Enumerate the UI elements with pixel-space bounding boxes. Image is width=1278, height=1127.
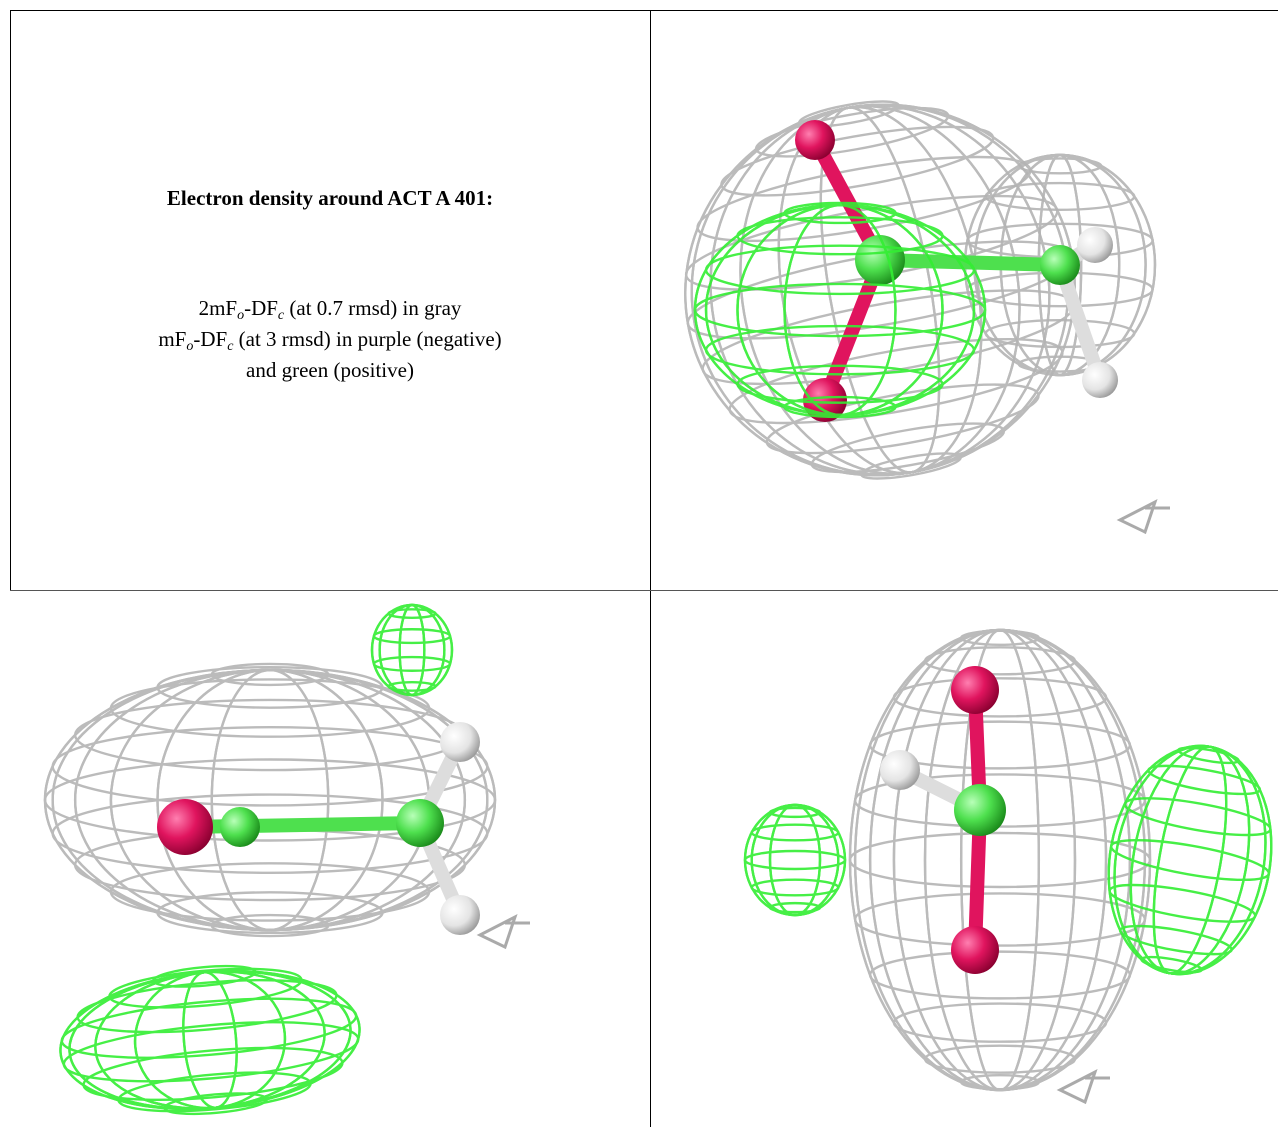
density-mesh: [743, 803, 847, 917]
atom: [440, 722, 480, 762]
mesh-meridian: [783, 203, 897, 417]
density-mesh: [693, 201, 987, 419]
mesh-meridian: [750, 803, 840, 917]
atom: [951, 926, 999, 974]
mesh-meridian: [868, 628, 1132, 1092]
mesh-latitude: [750, 823, 840, 842]
atom: [157, 799, 213, 855]
mesh-latitude: [117, 1071, 312, 1113]
mesh-latitude: [108, 967, 303, 1009]
mesh-meridian: [868, 628, 1132, 1092]
caption-line: mFo-DFc (at 3 rmsd) in purple (negative): [10, 324, 650, 355]
mesh-latitude: [701, 289, 1076, 386]
text-run: mF: [158, 327, 187, 351]
subscript: c: [227, 339, 234, 354]
caption-title: Electron density around ACT A 401:: [166, 186, 494, 210]
atom: [880, 750, 920, 790]
mesh-meridian: [43, 668, 497, 932]
atom: [1077, 227, 1113, 263]
density-mesh: [848, 628, 1152, 1092]
text-run: and green (positive): [246, 358, 414, 382]
bond: [1053, 258, 1107, 387]
atom: [795, 120, 835, 160]
text-run: -DF: [244, 296, 278, 320]
mesh-meridian: [853, 628, 1147, 1092]
panel-borders: [10, 10, 1278, 1127]
mesh-latitude: [372, 655, 452, 672]
mesh-meridian: [923, 628, 1077, 1092]
density-mesh: [59, 964, 361, 1116]
mesh-meridian: [848, 628, 1152, 1092]
atom: [954, 784, 1006, 836]
density-mesh: [1107, 744, 1273, 976]
text-run: 2mF: [198, 296, 238, 320]
atom: [440, 895, 480, 935]
mesh-meridian: [1129, 745, 1251, 975]
caption-line: and green (positive): [10, 355, 650, 386]
axis-glyph: [1056, 1068, 1110, 1105]
atom: [220, 807, 260, 847]
text-run: -DF: [193, 327, 228, 351]
subscript: o: [186, 339, 194, 354]
mesh-latitude: [387, 680, 437, 692]
subscript: o: [237, 308, 245, 323]
axis-glyph: [476, 913, 530, 950]
caption-panel: Electron density around ACT A 401: 2mFo-…: [10, 10, 650, 590]
density-mesh: [684, 100, 1076, 480]
axis-glyph: [1116, 498, 1170, 535]
mesh-meridian: [1170, 747, 1210, 974]
text-run: (at 0.7 rmsd) in gray: [284, 296, 462, 320]
mesh-meridian: [370, 603, 454, 697]
mesh-meridian: [853, 628, 1147, 1092]
mesh-meridian: [182, 971, 238, 1109]
atom: [855, 235, 905, 285]
atom: [951, 666, 999, 714]
mesh-meridian: [1129, 745, 1251, 975]
atom: [396, 799, 444, 847]
mesh-meridian: [768, 803, 822, 917]
mesh-meridian: [743, 803, 847, 917]
caption-line: 2mFo-DFc (at 0.7 rmsd) in gray: [10, 293, 650, 324]
density-mesh: [43, 662, 497, 938]
mesh-latitude: [743, 849, 847, 871]
mesh-meridian: [210, 668, 330, 932]
text-run: (at 3 rmsd) in purple (negative): [233, 327, 502, 351]
mesh-meridian: [1107, 744, 1273, 976]
atom: [1040, 245, 1080, 285]
molecule-renderings: [43, 100, 1273, 1116]
mesh-latitude: [372, 628, 452, 645]
mesh-meridian: [736, 203, 944, 417]
caption-lines: 2mFo-DFc (at 0.7 rmsd) in gray mFo-DFc (a…: [10, 293, 650, 386]
mesh-meridian: [59, 969, 361, 1111]
mesh-latitude: [750, 878, 840, 897]
subscript: c: [277, 308, 285, 323]
mesh-meridian: [693, 203, 987, 417]
density-mesh: [370, 603, 454, 697]
atom: [1082, 362, 1118, 398]
